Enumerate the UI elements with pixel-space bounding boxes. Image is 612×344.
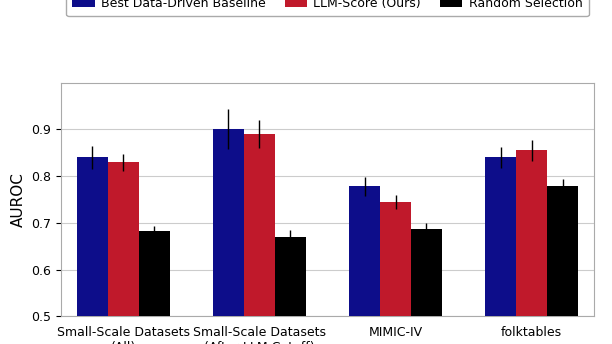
Bar [411,228,442,344]
Legend: Best Data-Driven Baseline, LLM-Score (Ours), Random Selection: Best Data-Driven Baseline, LLM-Score (Ou… [66,0,589,16]
Bar [76,158,108,344]
Bar [547,186,578,344]
Bar [108,162,138,344]
Bar [275,237,306,344]
Bar [517,150,547,344]
Y-axis label: AUROC: AUROC [11,172,26,227]
Bar [349,186,380,344]
Bar [213,129,244,344]
Bar [380,202,411,344]
Bar [138,231,170,344]
Bar [244,134,275,344]
Bar [485,158,517,344]
